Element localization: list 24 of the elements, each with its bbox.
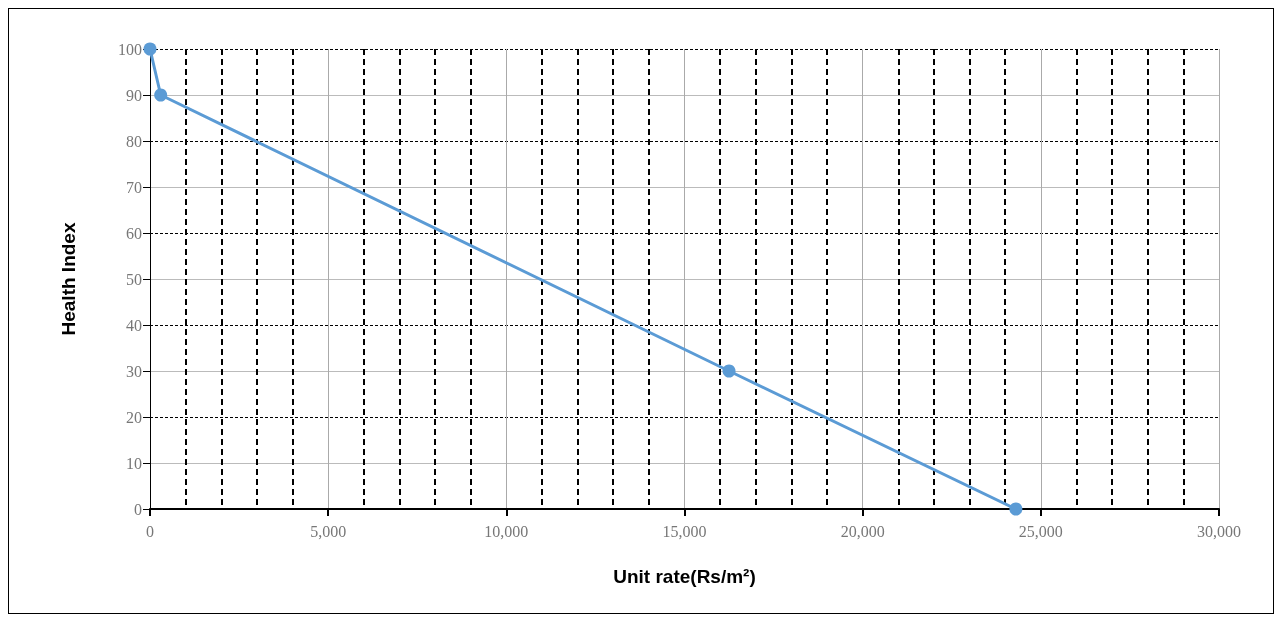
- y-axis-title: Health Index: [58, 222, 79, 336]
- x-tick-label: 0: [146, 522, 154, 540]
- y-tick-label: 10: [126, 454, 142, 472]
- point: [154, 88, 168, 102]
- y-tick-label: 40: [126, 316, 142, 334]
- y-tick-label: 20: [126, 408, 142, 426]
- y-tick-label: 80: [126, 132, 142, 150]
- x-tick-label: 15,000: [662, 522, 707, 540]
- point: [1009, 502, 1023, 516]
- point: [143, 42, 157, 56]
- point: [722, 364, 736, 378]
- y-tick-label: 60: [126, 224, 142, 242]
- x-tick-label: 25,000: [1018, 522, 1063, 540]
- y-tick-label: 100: [118, 40, 142, 58]
- x-tick-label: 30,000: [1197, 522, 1241, 540]
- y-tick-label: 90: [126, 86, 142, 104]
- y-tick-label: 0: [134, 500, 142, 518]
- x-axis-title: Unit rate(Rs/m²): [613, 566, 756, 587]
- x-tick-label: 20,000: [840, 522, 885, 540]
- y-tick-label: 70: [126, 178, 142, 196]
- x-tick-label: 10,000: [484, 522, 529, 540]
- x-tick-label: 5,000: [310, 522, 347, 540]
- y-tick-label: 50: [126, 270, 142, 288]
- y-tick-label: 30: [126, 362, 142, 380]
